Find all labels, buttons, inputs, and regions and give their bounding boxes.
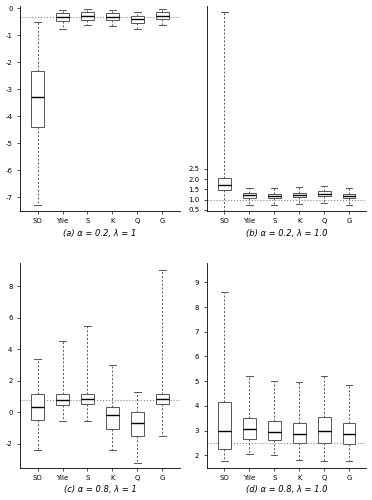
PathPatch shape [156, 394, 169, 404]
PathPatch shape [243, 194, 256, 198]
PathPatch shape [31, 394, 44, 419]
X-axis label: (c) α = 0.8, λ = 1: (c) α = 0.8, λ = 1 [64, 486, 136, 494]
PathPatch shape [56, 394, 69, 404]
PathPatch shape [293, 193, 306, 197]
X-axis label: (d) α = 0.8, λ = 1.0: (d) α = 0.8, λ = 1.0 [246, 486, 327, 494]
PathPatch shape [131, 16, 144, 24]
PathPatch shape [106, 407, 119, 429]
PathPatch shape [81, 394, 94, 404]
PathPatch shape [56, 14, 69, 22]
PathPatch shape [106, 13, 119, 20]
PathPatch shape [268, 194, 281, 198]
PathPatch shape [218, 178, 231, 190]
PathPatch shape [343, 423, 356, 444]
PathPatch shape [156, 12, 169, 19]
PathPatch shape [318, 417, 331, 443]
PathPatch shape [318, 192, 331, 196]
PathPatch shape [343, 194, 356, 198]
PathPatch shape [268, 421, 281, 440]
PathPatch shape [243, 418, 256, 439]
PathPatch shape [218, 402, 231, 449]
PathPatch shape [293, 422, 306, 443]
PathPatch shape [131, 412, 144, 436]
X-axis label: (b) α = 0.2, λ = 1.0: (b) α = 0.2, λ = 1.0 [246, 228, 327, 237]
PathPatch shape [81, 12, 94, 20]
X-axis label: (a) α = 0.2, λ = 1: (a) α = 0.2, λ = 1 [63, 228, 137, 237]
PathPatch shape [31, 70, 44, 127]
